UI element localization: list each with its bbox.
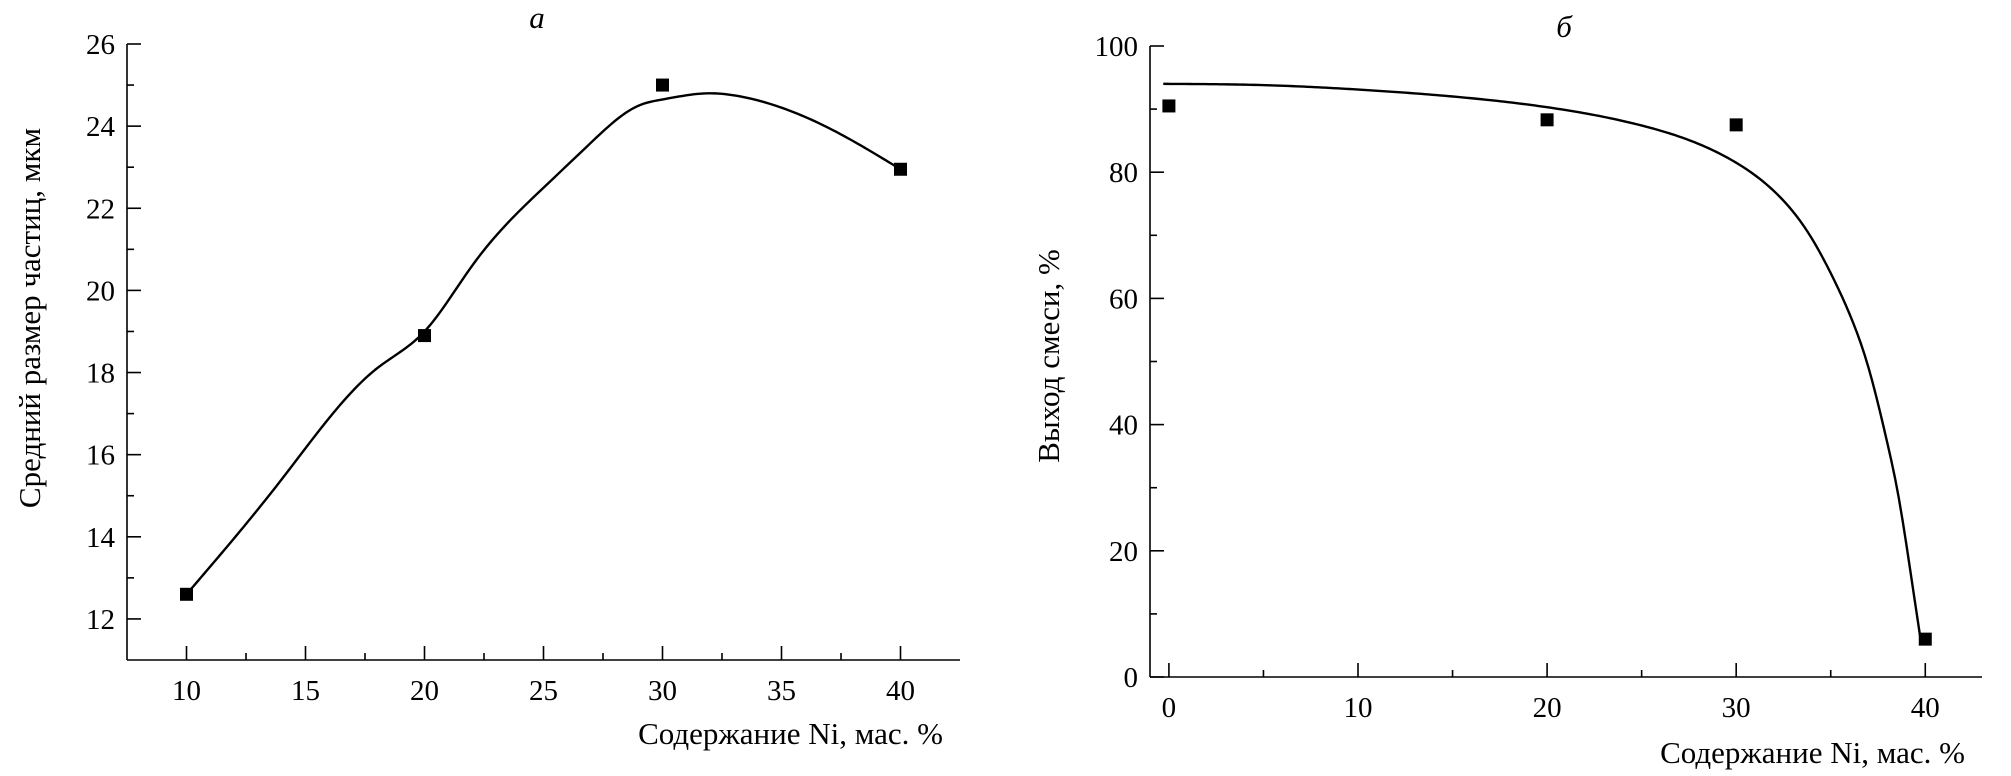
x-tick-label-a: 20 xyxy=(410,675,439,707)
x-tick-label-b: 10 xyxy=(1344,692,1373,724)
x-tick-label-b: 0 xyxy=(1162,692,1177,724)
data-point-a xyxy=(894,162,907,176)
data-point-a xyxy=(180,587,193,601)
chart-panel-b: 0 20 40 60 80 100 0 10 20 30 40 Содержание Ni, мас.… xyxy=(1031,9,1982,770)
y-tick-label-b: 20 xyxy=(1109,536,1138,568)
chart-panel-a: 12 14 16 18 20 22 24 26 10 15 20 25 30 35 40 Содержание… xyxy=(12,0,960,751)
y-tick-label-a: 24 xyxy=(86,111,116,143)
data-point-b xyxy=(1540,113,1554,127)
y-tick-label-a: 14 xyxy=(86,522,116,554)
y-tick-label-b: 60 xyxy=(1109,283,1138,315)
data-point-a xyxy=(418,329,431,343)
panel-letter-b: б xyxy=(1556,9,1573,44)
y-tick-label-b: 80 xyxy=(1109,157,1138,189)
data-point-b xyxy=(1729,118,1743,132)
fit-curve-b xyxy=(1163,82,1923,646)
x-tick-label-a: 25 xyxy=(529,675,558,707)
y-tick-label-a: 12 xyxy=(86,604,115,636)
y-tick-label-b: 40 xyxy=(1109,410,1138,442)
data-point-b xyxy=(1918,632,1932,646)
y-axis-label-b: Выход смеси, % xyxy=(1031,249,1066,463)
y-tick-label-a: 16 xyxy=(86,440,115,472)
x-tick-label-a: 10 xyxy=(172,675,201,707)
y-tick-label-b: 0 xyxy=(1124,662,1139,694)
data-point-b xyxy=(1162,99,1176,113)
y-tick-label-a: 22 xyxy=(86,193,115,225)
x-tick-label-b: 30 xyxy=(1722,692,1751,724)
x-tick-label-b: 20 xyxy=(1533,692,1562,724)
y-tick-label-a: 18 xyxy=(86,358,115,390)
x-axis-label-a: Содержание Ni, мас. % xyxy=(638,716,943,751)
y-axis-label-a: Средний размер частиц, мкм xyxy=(12,128,47,508)
panel-letter-a: a xyxy=(529,0,545,35)
x-tick-label-a: 30 xyxy=(648,675,677,707)
x-tick-label-b: 40 xyxy=(1911,692,1940,724)
y-tick-label-b: 100 xyxy=(1095,31,1139,63)
x-axis-label-b: Содержание Ni, мас. % xyxy=(1660,735,1965,770)
y-tick-label-a: 20 xyxy=(86,275,115,307)
x-tick-label-a: 35 xyxy=(767,675,796,707)
data-point-a xyxy=(656,78,669,92)
x-tick-label-a: 15 xyxy=(291,675,320,707)
fit-curve-a xyxy=(185,92,902,596)
x-tick-label-a: 40 xyxy=(886,675,915,707)
y-tick-label-a: 26 xyxy=(86,29,115,61)
